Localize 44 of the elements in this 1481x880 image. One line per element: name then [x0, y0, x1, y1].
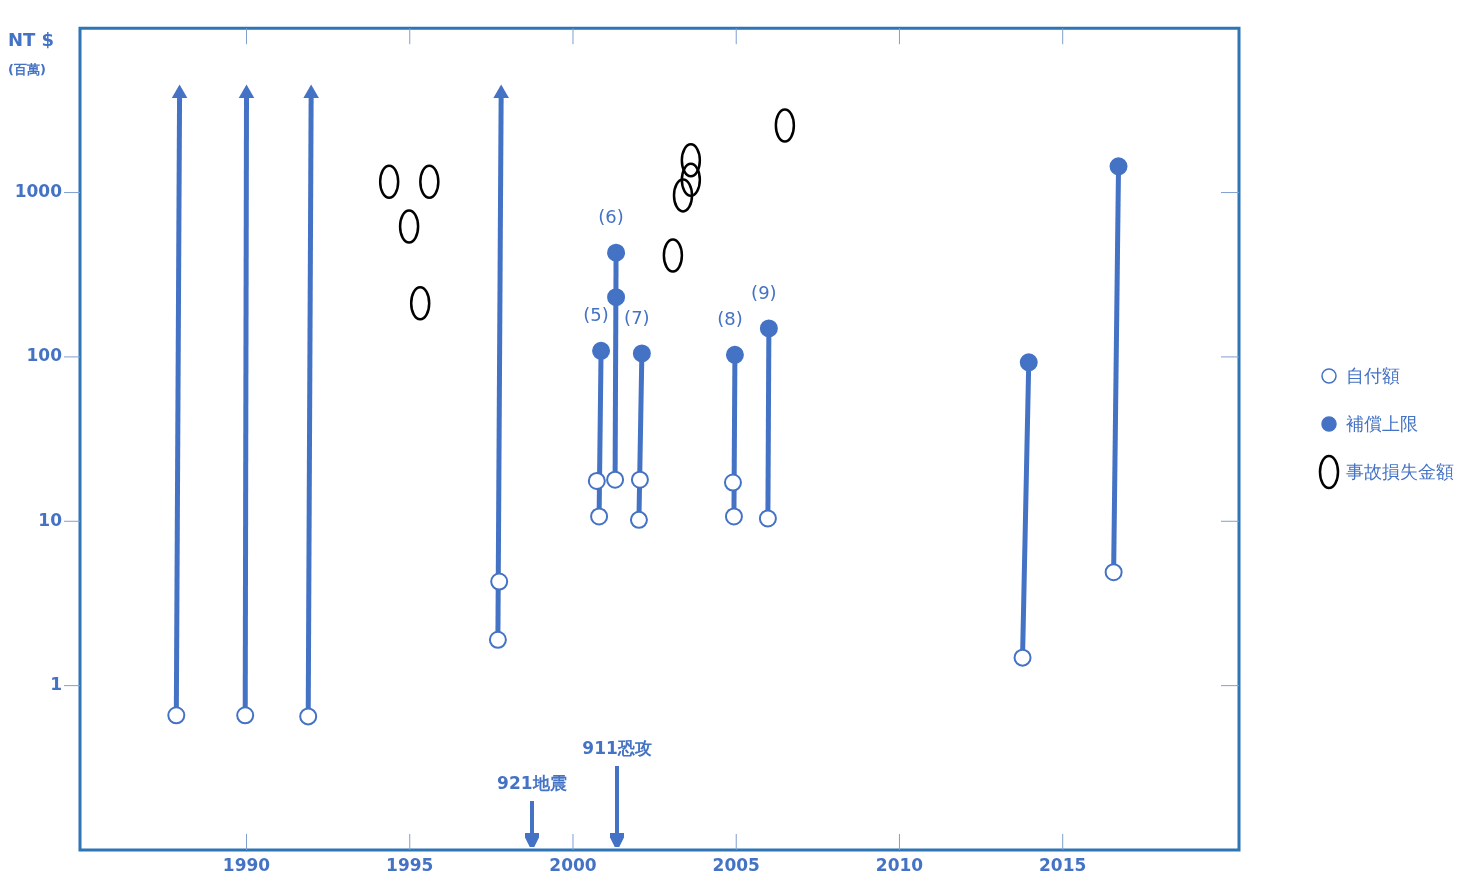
y-tick-label: 1000	[14, 180, 63, 201]
annotation: (5)	[583, 304, 609, 326]
ref-line-label: 921地震	[497, 773, 567, 794]
point	[632, 344, 651, 363]
y-tick-label: 10	[38, 509, 63, 530]
x-tick-label: 1995	[386, 854, 434, 875]
y-tick-label: 100	[26, 345, 63, 366]
x-tick-label: 2010	[875, 854, 924, 875]
legend-label: 自付額	[1346, 364, 1400, 388]
legend-label: 補償上限	[1346, 412, 1418, 436]
point	[1104, 563, 1123, 582]
point	[724, 507, 743, 526]
point	[606, 470, 625, 489]
point	[630, 470, 649, 489]
point	[1013, 648, 1032, 667]
point	[490, 572, 509, 591]
ref-line-label: 911恐攻	[582, 738, 652, 759]
annotation: (6)	[598, 206, 624, 228]
x-tick-label: 2000	[549, 854, 597, 875]
point	[723, 473, 742, 492]
x-tick-label: 1990	[222, 854, 271, 875]
point	[607, 288, 626, 307]
y-axis-title: NT $ (百萬)	[8, 28, 55, 79]
point	[1019, 353, 1038, 372]
point	[758, 509, 777, 528]
annotation: (9)	[751, 282, 777, 304]
point	[607, 243, 626, 262]
point	[299, 707, 318, 726]
x-tick-label: 2015	[1039, 854, 1087, 875]
legend-label: 事故損失金額	[1346, 460, 1454, 484]
point	[629, 510, 648, 529]
point	[759, 319, 778, 338]
point	[590, 507, 609, 526]
x-tick-label: 2005	[712, 854, 760, 875]
annotation: (8)	[717, 308, 743, 330]
annotation: (7)	[624, 307, 650, 329]
point	[1109, 157, 1128, 176]
point	[236, 706, 255, 725]
point	[592, 341, 611, 360]
point	[167, 706, 186, 725]
point	[587, 471, 606, 490]
point	[488, 630, 507, 649]
point	[725, 345, 744, 364]
y-tick-label: 1	[50, 674, 62, 695]
